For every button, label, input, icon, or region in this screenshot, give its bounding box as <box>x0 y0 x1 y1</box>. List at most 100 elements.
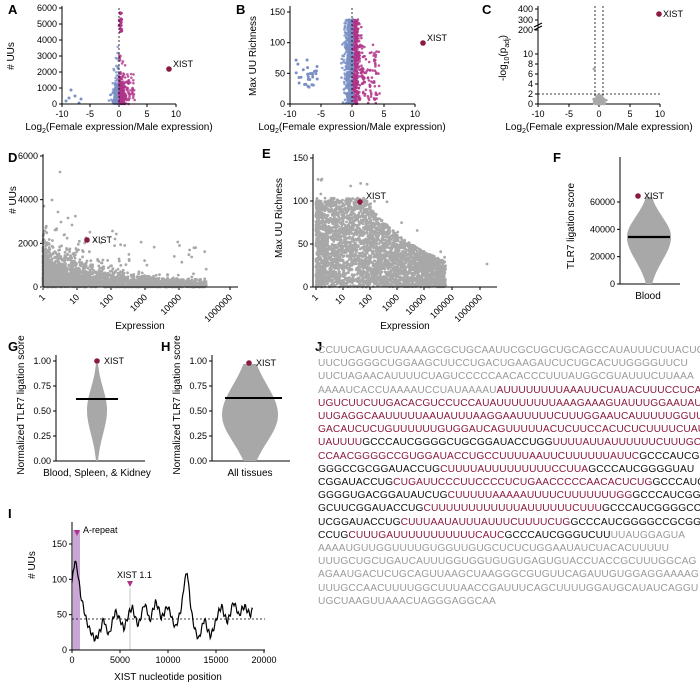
point <box>315 77 319 81</box>
point <box>373 51 376 55</box>
point <box>69 88 73 92</box>
point <box>377 50 381 54</box>
point <box>126 90 130 93</box>
point <box>59 220 63 224</box>
point <box>355 78 358 82</box>
x-tick-label: -10 <box>55 109 68 119</box>
point <box>55 274 59 277</box>
point <box>111 229 114 233</box>
point <box>357 87 361 90</box>
point <box>101 265 105 269</box>
point <box>132 273 136 276</box>
point <box>299 75 303 79</box>
panel-b-xticks: -10 -5 0 5 10 <box>283 104 420 119</box>
point <box>346 18 350 22</box>
point <box>113 282 117 286</box>
point <box>70 256 73 260</box>
point <box>592 67 596 71</box>
point <box>343 26 347 29</box>
point <box>63 251 67 254</box>
point <box>106 259 110 262</box>
point <box>347 46 350 50</box>
point <box>366 94 370 98</box>
point <box>67 257 71 260</box>
point <box>119 85 122 89</box>
panel-d-xticks: 1 10 100 1000 10000 1000000 <box>37 287 234 324</box>
point <box>109 264 112 268</box>
point <box>49 255 52 258</box>
point <box>45 270 48 274</box>
point <box>81 277 85 281</box>
point <box>121 100 124 103</box>
point <box>343 82 346 86</box>
point <box>97 264 101 268</box>
y-tick-label: 4 <box>528 79 533 89</box>
point <box>101 258 105 262</box>
point <box>343 98 347 102</box>
point <box>121 60 125 63</box>
point <box>48 268 52 271</box>
point <box>122 82 125 86</box>
point <box>72 268 76 271</box>
point <box>128 89 132 92</box>
point <box>129 72 133 76</box>
point <box>47 242 51 246</box>
x-tick-label: 10 <box>333 292 347 306</box>
point <box>364 88 368 92</box>
x-tick-label: 10 <box>410 109 420 119</box>
point <box>307 85 311 89</box>
point <box>132 281 136 285</box>
point <box>116 65 119 69</box>
point <box>354 100 358 103</box>
point <box>118 81 121 84</box>
y-tick-label: 400 <box>518 4 533 14</box>
point <box>296 62 300 66</box>
point <box>64 99 68 103</box>
point <box>81 255 84 259</box>
point <box>45 241 49 245</box>
point <box>174 283 177 287</box>
point <box>154 273 158 277</box>
point <box>65 236 69 240</box>
panel-e-letter: E <box>262 146 271 161</box>
point <box>126 271 129 275</box>
point <box>339 61 343 65</box>
point <box>171 276 175 280</box>
point <box>131 96 135 100</box>
point <box>114 79 117 83</box>
point <box>340 76 343 79</box>
point <box>374 72 378 75</box>
point <box>603 98 606 102</box>
point <box>343 87 347 90</box>
point <box>94 270 98 274</box>
point <box>82 267 86 270</box>
point <box>85 259 89 263</box>
point <box>360 34 363 37</box>
point <box>114 96 118 99</box>
point <box>73 279 76 283</box>
point <box>301 68 305 72</box>
point <box>377 84 381 88</box>
x-tick-label: 1 <box>37 292 48 303</box>
x-tick-label: 5 <box>627 109 632 119</box>
point <box>133 98 136 102</box>
point <box>367 79 371 82</box>
point <box>77 239 81 243</box>
point <box>305 58 309 62</box>
point <box>65 248 69 252</box>
point <box>119 243 122 247</box>
point <box>169 281 173 285</box>
point <box>346 65 350 68</box>
point <box>93 280 97 284</box>
point <box>59 283 63 287</box>
point <box>71 283 75 287</box>
point <box>375 50 378 53</box>
point <box>367 60 371 64</box>
point <box>119 72 123 75</box>
point <box>176 273 180 277</box>
point <box>348 83 352 87</box>
point <box>118 77 122 80</box>
